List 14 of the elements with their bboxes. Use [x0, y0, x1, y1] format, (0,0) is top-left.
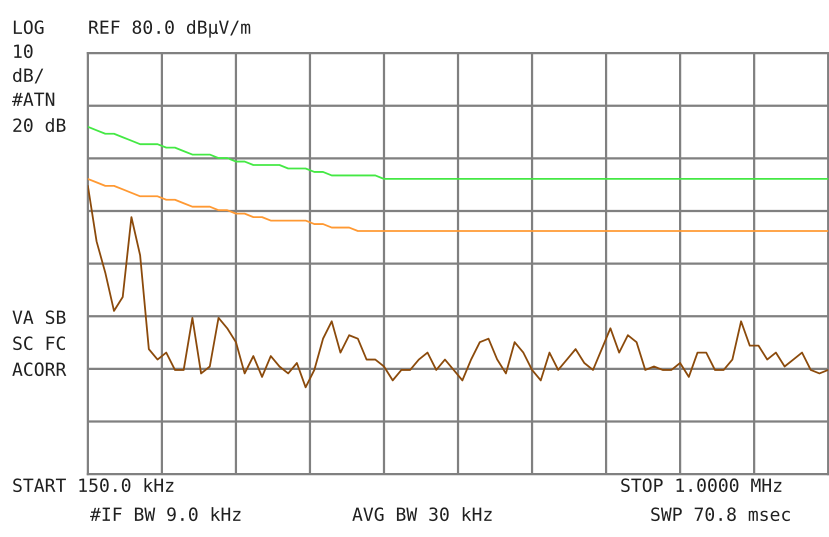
text: dB/ [13, 68, 44, 84]
text: #IF BW 9.0 kHz [90, 507, 240, 522]
text: #ATN [12, 92, 54, 106]
text: SWP 70.8 msec [651, 507, 790, 522]
text: REF 80.0 dBµV/m [89, 20, 250, 38]
text: AVG BW 30 kHz [352, 507, 492, 522]
text: LOG [14, 20, 44, 34]
text: VA SB [12, 310, 66, 324]
text: ACORR [12, 362, 66, 376]
text: 10 [14, 44, 33, 58]
text: 20 dB [13, 118, 66, 132]
text: SC FC [13, 336, 65, 350]
text: STOP 1.0000 MHz [621, 478, 782, 492]
text: START 150.0 kHz [13, 478, 174, 492]
